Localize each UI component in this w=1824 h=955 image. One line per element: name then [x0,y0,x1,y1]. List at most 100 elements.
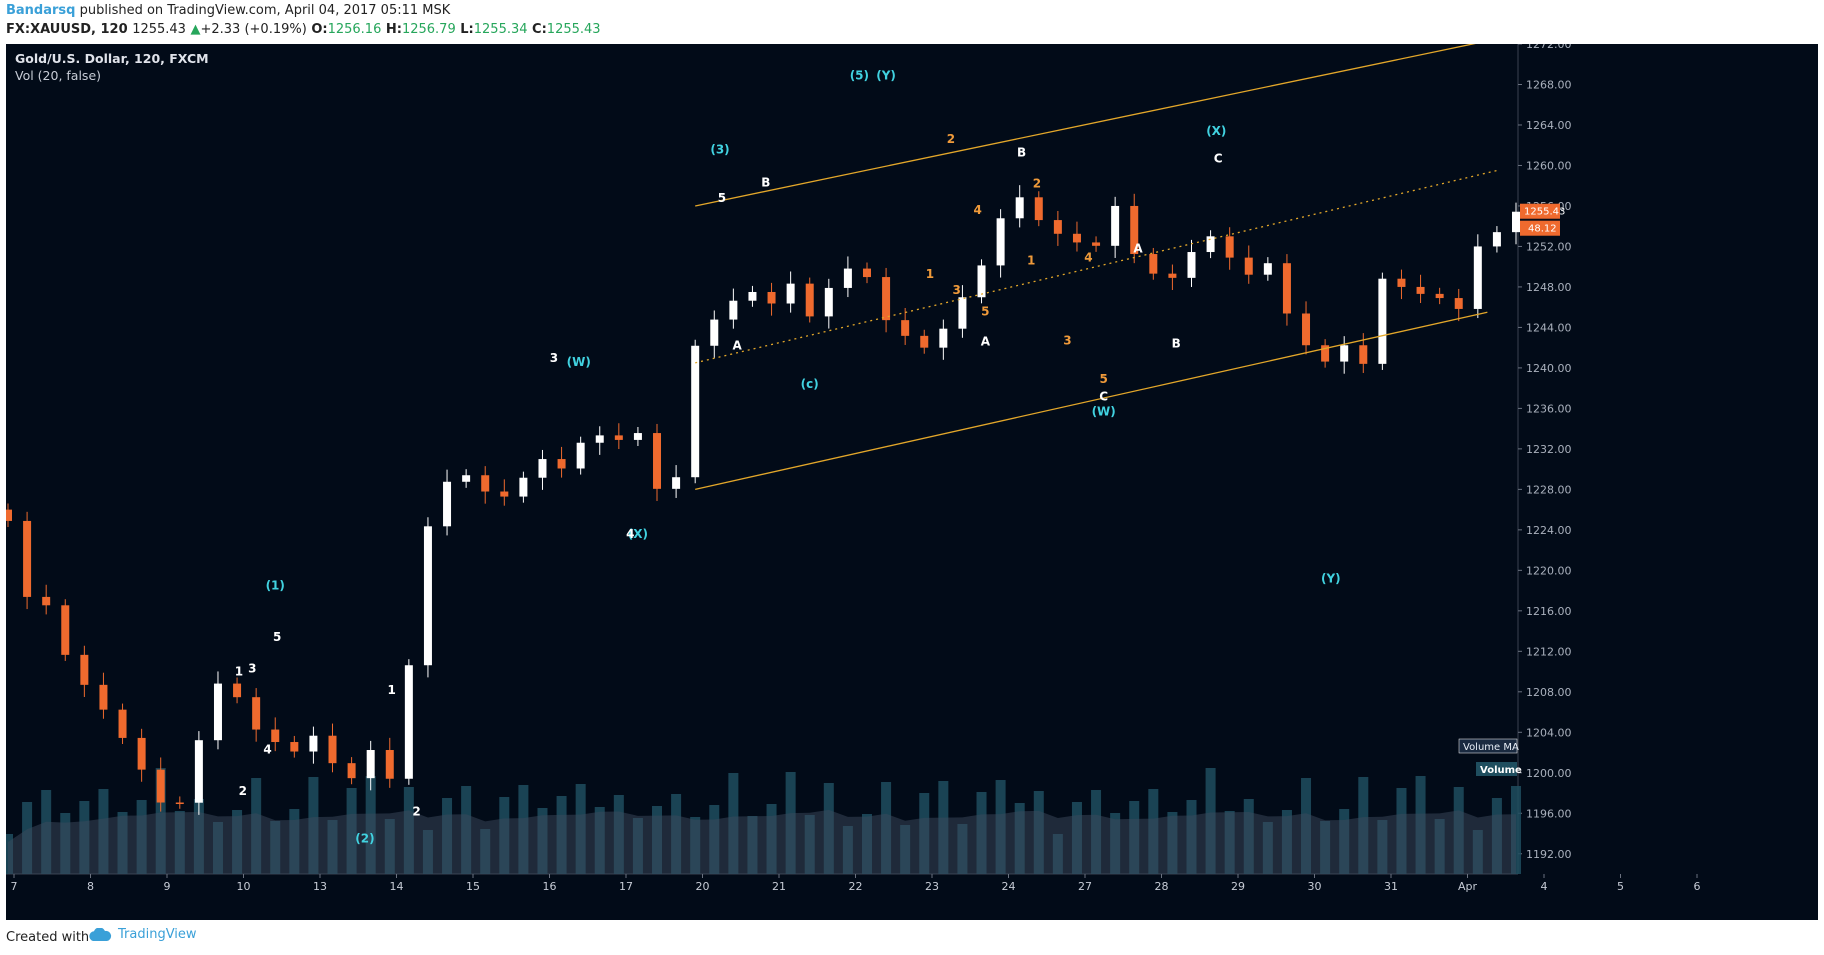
candle-body [462,475,471,482]
candle-body [118,709,127,738]
candle-body [824,287,833,317]
candle-body [1282,263,1291,314]
x-tick-label: 8 [87,880,94,893]
candle-body [996,218,1005,266]
last-price-label: 1255.43 [1524,207,1565,218]
candle-body [1053,220,1062,234]
created-with-label: Created with [6,930,90,945]
close-value: 1255.43 [546,22,601,37]
x-tick-label: 14 [390,880,404,893]
x-tick-label: 21 [772,880,786,893]
candle-body [595,435,604,443]
candle-body [1397,278,1406,287]
price-chart[interactable]: 1192.00 1196.00 1200.00 1204.00 1208.00 1212.… [6,44,1818,920]
x-tick-label: 24 [1002,880,1016,893]
candle-body [80,654,89,685]
wave-label-white: A [1133,242,1143,256]
candle-body [920,335,929,348]
x-tick-label: 22 [849,880,863,893]
channel-lower-line [695,311,1488,491]
y-tick-label: 1252.00 [1526,240,1572,253]
candle-body [538,459,547,478]
wave-label-white: 1 [235,665,243,679]
candle-body [1378,278,1387,364]
y-tick-label: 1216.00 [1526,605,1572,618]
candle-body [347,763,356,779]
up-arrow-icon: ▲ [190,22,201,37]
candle-body [309,735,318,752]
chart-area[interactable]: 1192.00 1196.00 1200.00 1204.00 1208.00 1212.… [6,44,1818,920]
wave-label-orange: 1 [1027,254,1035,268]
candle-body [252,697,261,730]
high-label: H: [385,22,402,37]
candle-body [1072,233,1081,243]
candle-body [1321,345,1330,362]
x-tick-label: 5 [1617,880,1624,893]
candle-body [1015,197,1024,219]
y-tick-label: 1248.00 [1526,281,1572,294]
candle-body [939,328,948,348]
wave-label-white: A [733,339,743,353]
wave-label-cyan: (5) [850,68,869,82]
tradingview-link[interactable]: TradingView [88,927,197,942]
last-price-box [1520,203,1560,219]
wave-label-orange: 4 [1084,251,1092,265]
wave-label-orange: 3 [953,283,961,297]
candle-body [1359,345,1368,364]
volume-ma-box [1458,738,1518,754]
x-tick-label: 29 [1231,880,1245,893]
wave-label-white: B [1172,337,1181,351]
candle-body [1206,236,1215,253]
price-axis-panel [1518,44,1818,920]
candle-body [175,802,184,805]
y-tick-label: 1220.00 [1526,564,1572,577]
candle-body [99,684,108,710]
author-link[interactable]: Bandarsq [6,3,76,18]
candle-body [6,509,12,521]
candle-body [1492,232,1501,247]
x-tick-label: 4 [1541,880,1548,893]
candle-body [653,433,662,489]
candle-body [366,750,375,779]
y-tick-label: 1268.00 [1526,78,1572,91]
x-tick-label: 28 [1155,880,1169,893]
candle-body [1187,252,1196,278]
candle-body [1130,205,1139,255]
wave-label-orange: 4 [974,203,982,217]
wave-label-cyan: (X) [1206,124,1226,138]
wave-label-orange: 1 [926,267,934,281]
y-tick-label: 1192.00 [1526,848,1572,861]
open-label: O: [311,22,328,37]
wave-label-orange: 3 [1063,334,1071,348]
legend-title: Gold/U.S. Dollar, 120, FXCM [15,51,209,66]
candle-body [213,683,222,741]
y-tick-label: 1232.00 [1526,443,1572,456]
candle-body [958,297,967,329]
candle-body [1225,236,1234,258]
candle-body [1034,197,1043,221]
y-tick-label: 1228.00 [1526,483,1572,496]
candle-body [42,596,51,606]
candle-body [233,683,242,698]
candle-body [1168,273,1177,278]
wave-label-cyan: (W) [1092,404,1116,418]
candle-body [1473,246,1482,309]
close-label: C: [532,22,547,37]
x-tick-label: 31 [1384,880,1398,893]
wave-label-white: C [1214,151,1223,165]
candle-body [748,291,757,301]
x-tick-label: 13 [313,880,327,893]
high-value: 1256.79 [401,22,456,37]
wave-label-cyan: (c) [801,377,819,391]
candle-body [271,729,280,743]
wave-label-white: B [761,176,770,190]
chart-header: Bandarsq published on TradingView.com, A… [0,0,1824,44]
candle-body [691,345,700,478]
candle-body [1244,257,1253,275]
y-tick-label: 1260.00 [1526,159,1572,172]
candle-body [1092,242,1101,246]
x-tick-label: 6 [1694,880,1701,893]
y-tick-label: 1224.00 [1526,524,1572,537]
candle-body [1263,263,1272,275]
cloud-logo-icon [89,927,112,941]
